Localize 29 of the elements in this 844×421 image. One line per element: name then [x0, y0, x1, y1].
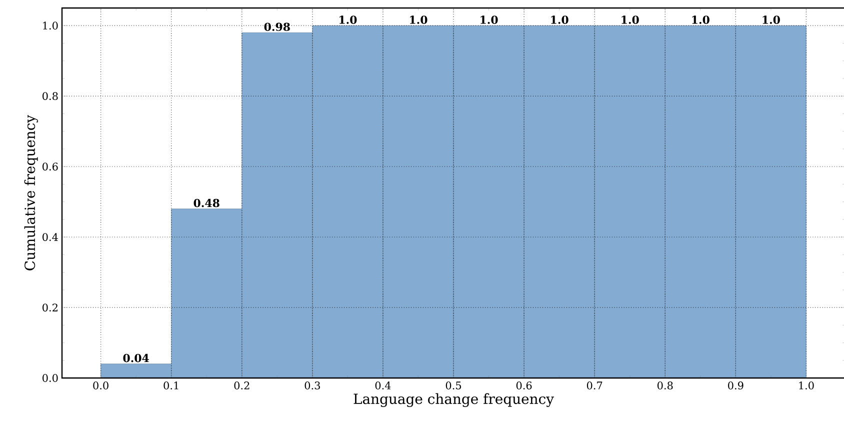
data-label: 0.04	[123, 354, 149, 362]
x-tick-label: 0.9	[728, 382, 744, 390]
data-label: 1.0	[692, 16, 710, 24]
data-label: 0.98	[264, 22, 290, 31]
y-axis-title: Cumulative frequency	[24, 114, 38, 270]
x-tick-label: 0.4	[375, 382, 391, 390]
data-label: 0.48	[194, 198, 220, 208]
x-tick-label: 0.2	[234, 382, 250, 390]
y-tick-label: 0.0	[42, 374, 58, 382]
x-tick-label: 0.5	[446, 382, 462, 390]
data-label: 1.0	[551, 16, 568, 24]
data-label: 1.0	[340, 16, 357, 24]
data-label: 1.0	[410, 16, 428, 24]
data-label: 1.0	[480, 16, 498, 24]
x-axis-title: Language change frequency	[354, 393, 554, 407]
y-tick-label: 0.2	[42, 304, 58, 312]
x-tick-label: 0.8	[658, 382, 673, 390]
y-tick-label: 1.0	[43, 22, 58, 30]
x-tick-label: 0.1	[164, 382, 178, 390]
data-label: 1.0	[622, 16, 639, 24]
x-tick-label: 0.7	[586, 382, 602, 390]
x-tick-label: 0.6	[516, 382, 532, 390]
y-tick-label: 0.6	[42, 162, 58, 171]
x-tick-label: 1.0	[799, 382, 814, 390]
y-tick-label: 0.8	[42, 92, 58, 100]
y-tick-label: 0.4	[42, 233, 58, 241]
x-tick-label: 0.3	[304, 382, 320, 390]
data-label: 1.0	[762, 16, 780, 24]
x-tick-label: 0.0	[93, 382, 108, 390]
